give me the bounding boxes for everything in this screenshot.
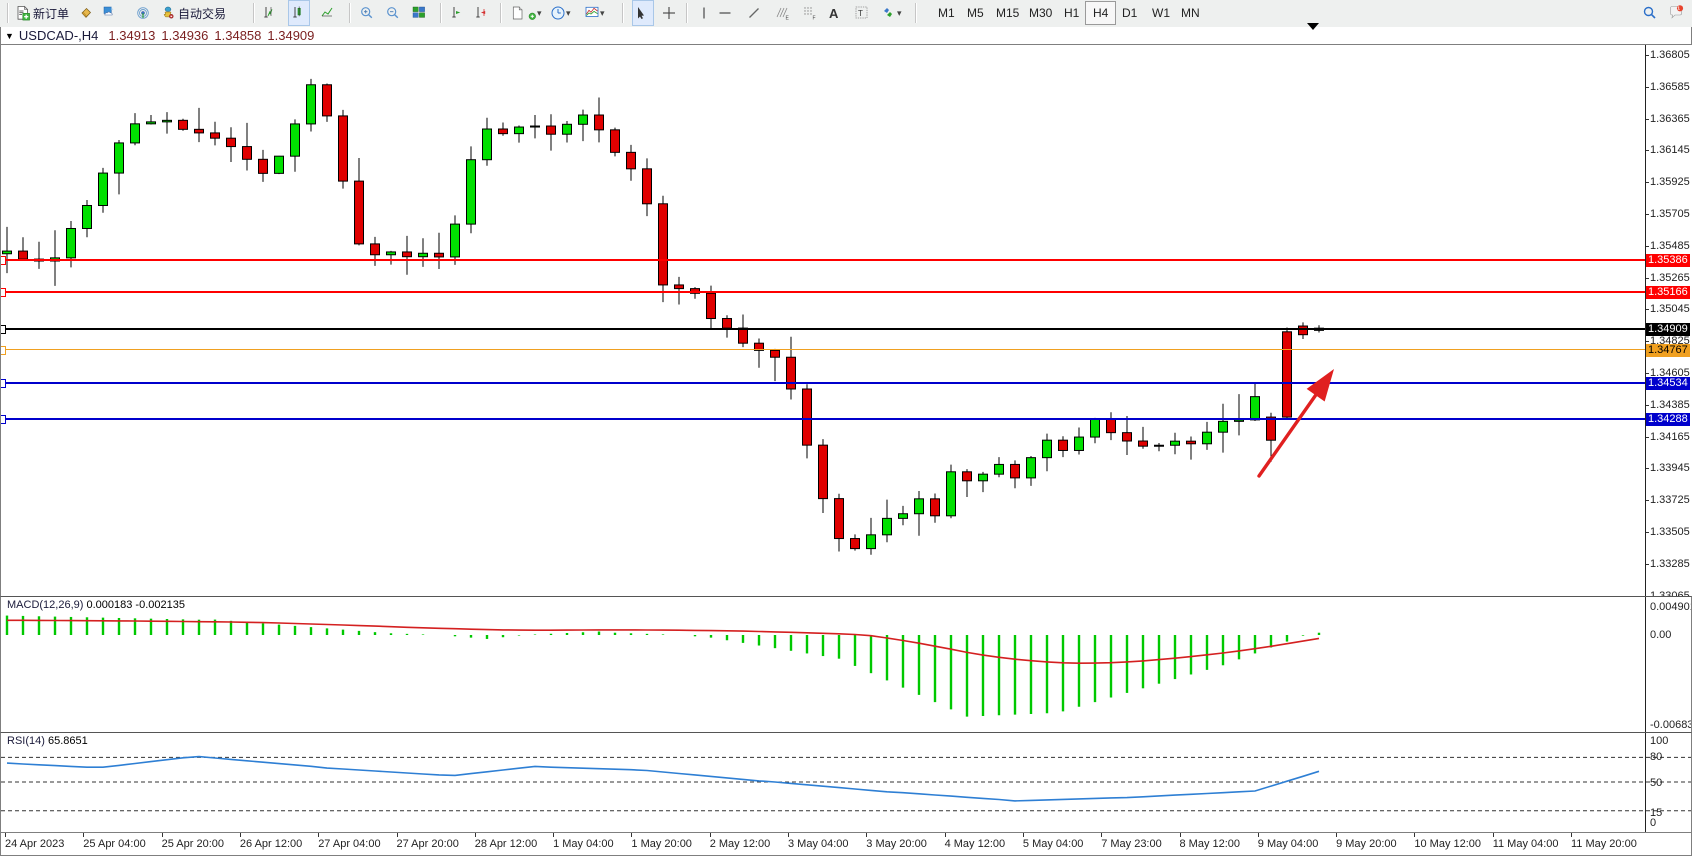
svg-text:E: E: [786, 16, 790, 22]
svg-text:F: F: [813, 16, 816, 22]
svg-text:T: T: [858, 9, 863, 18]
svg-text:1: 1: [1677, 6, 1680, 11]
